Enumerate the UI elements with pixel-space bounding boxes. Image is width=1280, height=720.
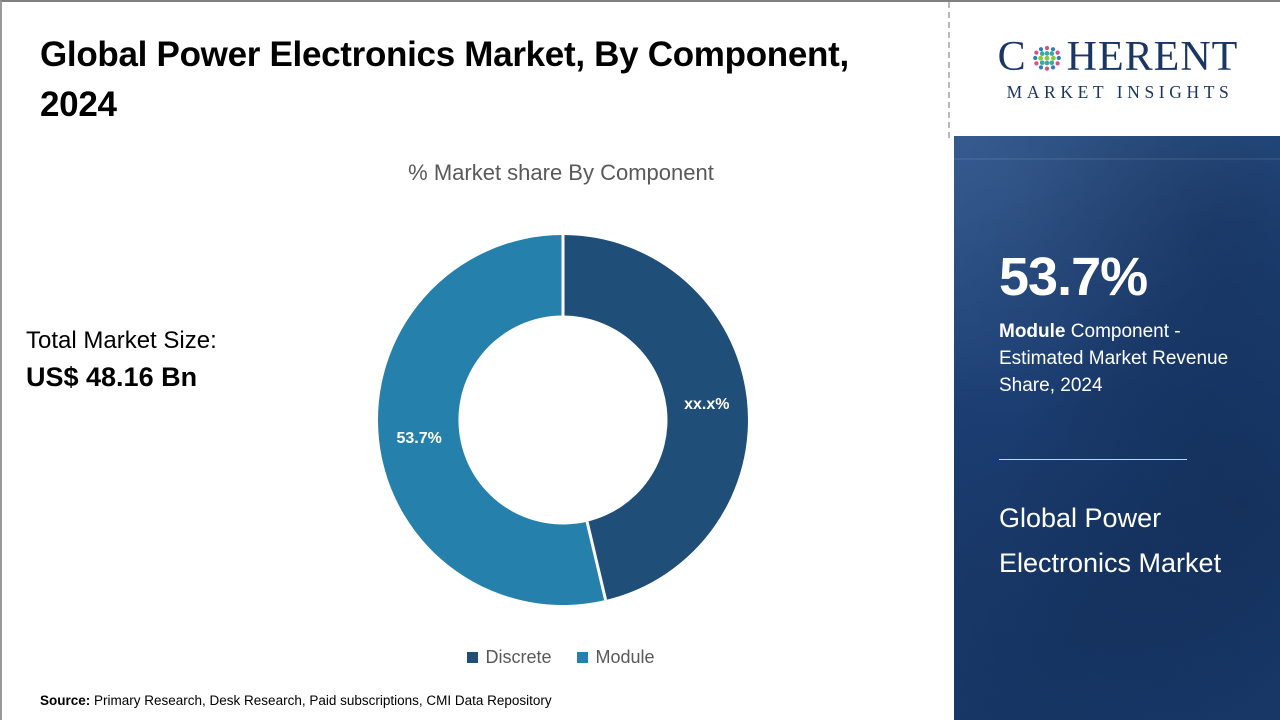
stat-value: 53.7% <box>999 247 1148 307</box>
stat-panel-heading: Global Power Electronics Market <box>999 503 1222 578</box>
stat-description: Module Component - Estimated Market Reve… <box>999 318 1237 399</box>
brand-name-part1: C <box>997 33 1027 80</box>
panel-divider <box>948 2 950 138</box>
brand-tagline: MARKET INSIGHTS <box>1006 81 1234 102</box>
stat-description-bold: Module <box>999 321 1066 342</box>
donut-slice-discrete[interactable] <box>563 235 748 601</box>
brand-name-part2: HERENT <box>1066 33 1239 80</box>
legend-label-module: Module <box>595 647 655 667</box>
chart-legend: Discrete Module <box>2 647 1120 668</box>
brand-logo[interactable]: C <box>954 2 1280 136</box>
total-market-size-label: Total Market Size: <box>26 327 217 354</box>
stat-panel-divider <box>999 459 1187 460</box>
stat-panel: 53.7% Module Component - Estimated Marke… <box>954 136 1280 720</box>
dotted-globe-icon <box>1028 40 1066 78</box>
panel-background-texture <box>954 136 1280 720</box>
brand-wordmark: C <box>998 36 1239 78</box>
legend-swatch-discrete <box>467 652 479 663</box>
stat-panel-content: 53.7% Module Component - Estimated Marke… <box>954 136 1280 720</box>
legend-label-discrete: Discrete <box>485 647 552 667</box>
legend-swatch-module <box>577 652 589 663</box>
chart-subtitle: % Market share By Component <box>408 160 714 185</box>
donut-chart: xx.x% 53.7% <box>377 231 749 609</box>
source-label: Source: <box>40 693 91 708</box>
stat-description-rest: Component - Estimated Market Revenue Sha… <box>999 321 1229 396</box>
legend-item-module[interactable]: Module <box>577 647 655 668</box>
donut-label-module: 53.7% <box>397 430 442 447</box>
total-market-size-value: US$ 48.16 Bn <box>26 362 198 392</box>
donut-slice-module[interactable] <box>377 235 606 605</box>
source-text: Primary Research, Desk Research, Paid su… <box>90 693 552 708</box>
main-panel: Global Power Electronics Market, By Comp… <box>2 2 949 720</box>
legend-item-discrete[interactable]: Discrete <box>467 647 551 668</box>
side-panel: C <box>954 2 1280 720</box>
panel-background-streak <box>954 158 1280 160</box>
page-title: Global Power Electronics Market, By Comp… <box>40 35 849 124</box>
source-note: Source: Primary Research, Desk Research,… <box>40 693 552 708</box>
donut-label-discrete: xx.x% <box>684 396 729 413</box>
slice-divider-bottom <box>585 521 608 601</box>
total-market-size-block: Total Market Size: US$ 48.16 Bn <box>26 324 326 396</box>
donut-chart-svg: xx.x% 53.7% <box>377 235 748 605</box>
